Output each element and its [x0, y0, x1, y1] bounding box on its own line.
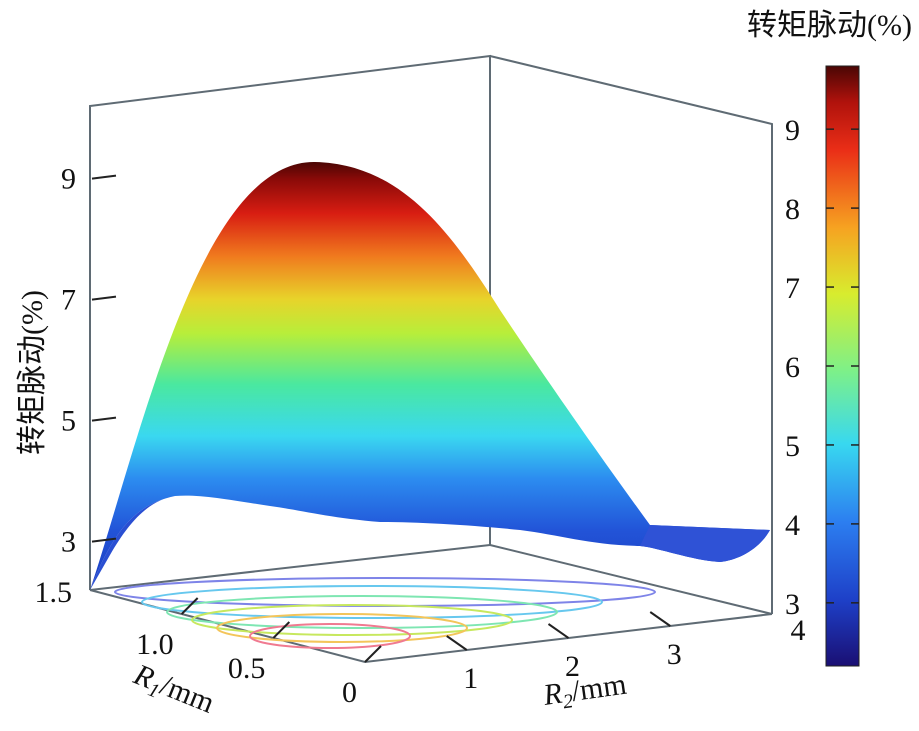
r1-axis-ticks: 0 0.5 1.0 1.5 — [35, 576, 382, 709]
colorbar-ticks: 3 4 5 6 7 8 9 — [785, 114, 859, 621]
r2-tick-label: 1 — [463, 662, 478, 695]
contour-line — [249, 623, 411, 649]
r2-axis-var: R — [540, 677, 564, 712]
r1-tick-mark — [272, 621, 291, 639]
r1-tick-mark — [180, 597, 199, 615]
z-axis-title: 转矩脉动(%) — [16, 290, 49, 455]
back-left-floor-edge — [89, 544, 491, 591]
colorbar-tick-label: 6 — [785, 351, 800, 384]
r2-tick-label: 4 — [791, 614, 806, 647]
z-tick-mark — [91, 416, 117, 422]
contour-line — [216, 613, 468, 643]
r1-axis-unit: /mm — [156, 669, 219, 720]
z-axis-ticks: 3 5 7 9 — [61, 163, 117, 559]
r1-tick-label: 1.5 — [35, 576, 73, 609]
z-tick-label: 9 — [61, 163, 76, 196]
back-right-floor-edge — [489, 544, 773, 615]
contour-line — [141, 585, 603, 619]
r2-tick-label: 3 — [667, 638, 682, 671]
floor-contours — [114, 577, 656, 649]
contour-line — [191, 604, 513, 636]
r2-axis-title: R2/mm — [540, 668, 629, 716]
z-tick-mark — [91, 174, 117, 180]
surface-tail — [640, 525, 770, 562]
colorbar-title: 转矩脉动(%) — [747, 9, 912, 42]
surface-plot — [90, 161, 770, 590]
colorbar-tick-label: 5 — [785, 430, 800, 463]
r1-tick-label: 0.5 — [228, 652, 266, 685]
z-tick-label: 5 — [61, 405, 76, 438]
r2-axis-sub: 2 — [562, 690, 575, 713]
r1-tick-label: 1.0 — [136, 628, 174, 661]
r2-axis-unit: /mm — [569, 668, 628, 708]
colorbar-tick-label: 9 — [785, 114, 800, 147]
z-tick-label: 7 — [61, 284, 76, 317]
r1-tick-label: 0 — [342, 676, 357, 709]
surface-mesh — [90, 161, 770, 590]
colorbar-tick-label: 7 — [785, 272, 800, 305]
r1-axis-title: R1/mm — [127, 658, 219, 724]
z-tick-mark — [91, 295, 117, 301]
r1-tick-mark — [364, 645, 382, 663]
back-right-pane-edges — [489, 55, 773, 614]
z-tick-label: 3 — [61, 526, 76, 559]
z-tick-mark — [91, 537, 117, 543]
colorbar-tick-label: 4 — [785, 509, 800, 542]
r2-tick-label: 2 — [565, 650, 580, 683]
colorbar-tick-label: 8 — [785, 193, 800, 226]
r2-axis-ticks: 1 2 3 4 — [446, 611, 806, 695]
r2-tick-mark — [649, 611, 671, 627]
colorbar-tick-label: 3 — [785, 588, 800, 621]
r2-tick-mark — [446, 635, 468, 651]
contour-line — [166, 595, 558, 629]
r2-tick-mark — [547, 623, 570, 639]
